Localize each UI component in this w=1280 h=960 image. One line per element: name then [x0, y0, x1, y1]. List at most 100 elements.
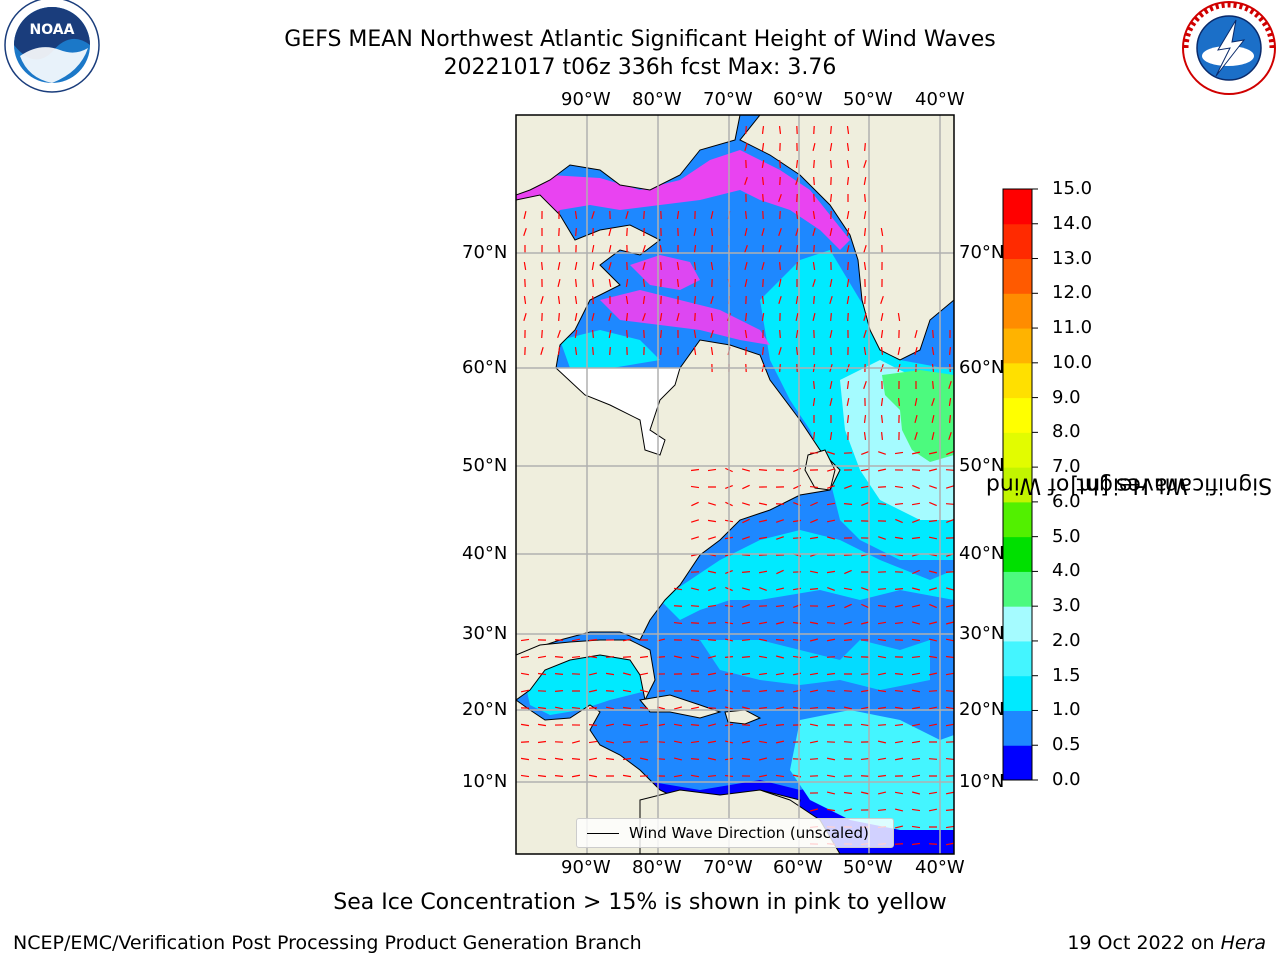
colorbar-label-line2: Waves [m] — [1070, 472, 1188, 498]
wave-arrow — [693, 329, 697, 339]
wave-arrow — [847, 261, 849, 271]
lat-label: 50°N — [959, 455, 1005, 476]
wave-arrow — [928, 570, 938, 574]
wave-arrow — [829, 278, 833, 288]
wave-arrow — [554, 757, 564, 761]
wave-arrow — [812, 380, 816, 390]
wave-arrow — [928, 468, 938, 472]
wave-arrow — [778, 194, 782, 202]
legend-line-swatch — [587, 832, 619, 834]
wave-arrow — [558, 312, 560, 322]
wave-arrow — [914, 414, 918, 424]
wave-arrow — [795, 177, 799, 185]
legend-label: Wind Wave Direction (unscaled) — [629, 824, 869, 842]
footer-branch: NCEP/EMC/Verification Post Processing Pr… — [13, 932, 642, 954]
wave-arrow — [693, 244, 697, 254]
wave-arrow — [877, 740, 887, 744]
colorbar-tick-label: 8.0 — [1052, 421, 1081, 443]
wave-arrow — [741, 706, 751, 710]
wave-arrow — [608, 329, 612, 339]
wave-arrow — [877, 468, 887, 472]
wave-arrow — [588, 740, 598, 744]
wave-arrow — [642, 261, 646, 271]
wave-arrow — [761, 159, 765, 169]
wave-arrow — [929, 485, 937, 489]
wave-arrow — [523, 228, 527, 236]
wave-arrow — [761, 142, 765, 152]
wave-arrow — [758, 774, 768, 778]
wave-arrow — [761, 176, 765, 186]
wave-arrow — [741, 672, 751, 676]
wave-arrow — [741, 656, 751, 658]
wave-arrow — [795, 295, 799, 305]
wave-arrow — [571, 758, 581, 760]
wave-arrow — [554, 706, 564, 710]
wave-arrow — [758, 672, 768, 676]
wave-arrow — [557, 278, 561, 288]
wave-arrow — [911, 757, 921, 761]
wave-arrow — [745, 346, 747, 356]
wave-arrow — [827, 485, 835, 489]
wave-arrow — [744, 329, 748, 339]
wave-arrow — [829, 431, 833, 441]
wave-arrow — [639, 723, 649, 727]
wave-arrow — [846, 210, 850, 220]
chart-subtitle: 20221017 t06z 336h fcst Max: 3.76 — [443, 55, 837, 80]
footer-date: 19 Oct 2022 on Hera — [1067, 932, 1266, 954]
wave-arrow — [693, 227, 697, 237]
wave-arrow — [775, 672, 785, 676]
wave-arrow — [928, 843, 938, 845]
wave-arrow — [894, 485, 904, 489]
wave-arrow — [928, 519, 938, 523]
wave-arrow — [894, 673, 904, 675]
wave-arrow — [588, 655, 598, 659]
wave-arrow — [608, 261, 612, 271]
wave-arrow — [622, 741, 632, 743]
wave-arrow — [861, 451, 869, 455]
wave-arrow — [860, 757, 870, 761]
wave-arrow — [843, 741, 853, 743]
wave-arrow — [626, 329, 628, 339]
wave-arrow — [809, 706, 819, 710]
colorbar-tick-label: 6.0 — [1052, 490, 1081, 512]
colorbar-tick-label: 9.0 — [1052, 386, 1081, 408]
colorbar-tick-label: 12.0 — [1052, 282, 1093, 304]
wave-arrow — [860, 689, 870, 693]
wave-arrow — [809, 689, 819, 693]
wave-arrow — [826, 536, 836, 540]
sea-ice — [600, 290, 770, 345]
wave-arrow — [945, 690, 954, 692]
wave-arrow — [812, 261, 816, 271]
wave-arrow — [625, 312, 629, 322]
lon-label: 50°W — [843, 857, 893, 878]
wave-arrow — [676, 261, 680, 271]
wave-arrow — [812, 312, 816, 322]
wave-arrow — [710, 227, 714, 237]
wave-arrow — [574, 295, 578, 305]
wave-arrow — [523, 312, 527, 322]
wave-arrow — [761, 346, 765, 356]
colorbar-segment — [1003, 710, 1032, 746]
wave-arrow — [673, 757, 683, 761]
wave-arrow — [554, 656, 564, 658]
wave-arrow — [948, 346, 952, 356]
wave-arrow — [932, 329, 934, 339]
wave-arrow — [744, 261, 748, 271]
lat-label: 20°N — [462, 699, 508, 720]
wave-arrow — [591, 312, 595, 322]
wave-arrow — [541, 329, 543, 339]
wave-arrow — [844, 569, 852, 575]
wave-arrow — [809, 570, 819, 574]
wave-arrow — [608, 244, 612, 254]
wave-arrow — [591, 244, 595, 254]
wave-arrow — [826, 604, 836, 608]
wave-arrow — [911, 825, 921, 829]
wave-arrow — [690, 638, 700, 642]
wave-arrow — [877, 808, 887, 812]
wave-arrow — [775, 621, 785, 625]
wave-arrow — [863, 261, 867, 271]
wave-arrow — [829, 227, 833, 237]
wave-arrow — [622, 689, 632, 693]
wave-arrow — [844, 485, 852, 489]
colorbar-segment — [1003, 675, 1032, 711]
